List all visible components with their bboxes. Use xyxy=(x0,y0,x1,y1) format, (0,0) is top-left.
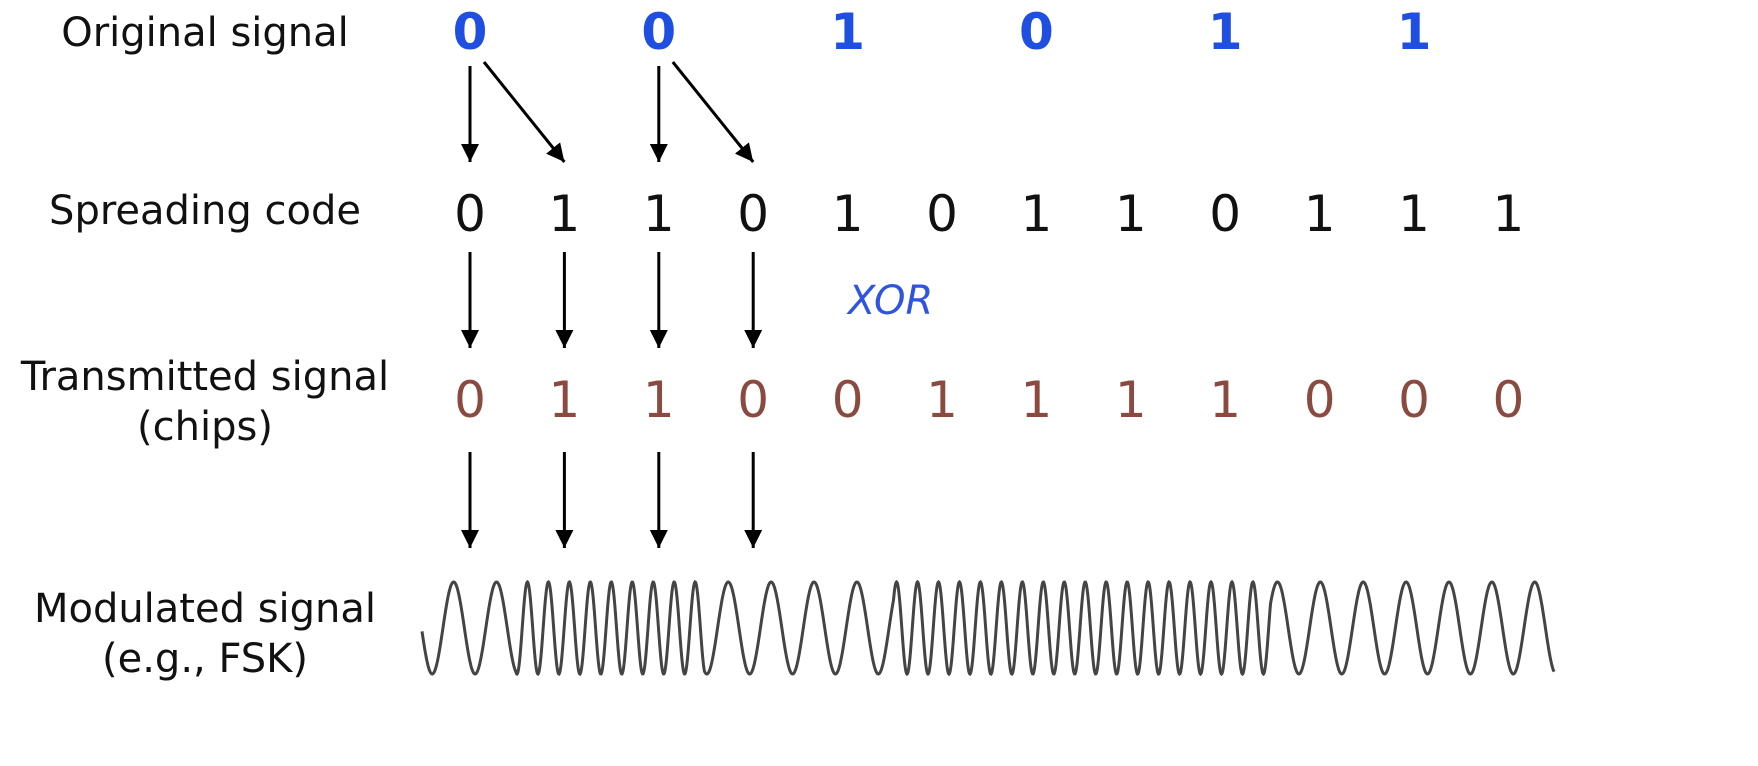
arrow xyxy=(671,61,755,163)
transmitted-signal-sublabel: (chips) xyxy=(137,404,273,450)
transmitted-chip: 0 xyxy=(1398,371,1430,429)
xor-operation-label: XOR xyxy=(848,278,934,324)
transmitted-chip: 1 xyxy=(1209,371,1242,429)
spreading-chip: 0 xyxy=(737,185,770,243)
spreading-chip: 1 xyxy=(548,185,581,243)
modulated-waveform xyxy=(420,579,1556,677)
transmitted-signal-label: Transmitted signal xyxy=(20,354,390,400)
transmitted-chip: 0 xyxy=(1492,371,1525,429)
transmitted-chip: 1 xyxy=(1020,371,1053,429)
transmitted-chip: 0 xyxy=(1303,371,1336,429)
transmitted-chip: 1 xyxy=(926,371,958,429)
original-bit: 0 xyxy=(1018,3,1054,61)
original-bit: 0 xyxy=(452,3,488,61)
spreading-chip: 1 xyxy=(642,185,675,243)
transmitted-chip: 1 xyxy=(548,371,581,429)
original-bit: 1 xyxy=(1207,3,1243,61)
spreading-chip: 1 xyxy=(1114,185,1147,243)
arrow-group xyxy=(461,61,763,548)
spreading-chip: 1 xyxy=(1492,185,1525,243)
arrow xyxy=(482,61,566,163)
spreading-chip: 0 xyxy=(454,185,486,243)
modulated-signal-sublabel: (e.g., FSK) xyxy=(102,636,308,682)
transmitted-chip: 0 xyxy=(454,371,486,429)
spreading-chip: 1 xyxy=(1398,185,1430,243)
spreading-chip: 0 xyxy=(1209,185,1242,243)
transmitted-chip: 0 xyxy=(831,371,864,429)
original-bit: 1 xyxy=(1396,3,1432,61)
spreading-chip: 1 xyxy=(1303,185,1336,243)
spreading-chip: 1 xyxy=(1020,185,1053,243)
spreading-code-label: Spreading code xyxy=(49,188,361,234)
original-bit: 0 xyxy=(641,3,677,61)
original-signal-label: Original signal xyxy=(61,10,349,56)
spreading-chip: 1 xyxy=(831,185,864,243)
modulated-signal-label: Modulated signal xyxy=(33,586,377,632)
transmitted-chip: 1 xyxy=(642,371,675,429)
original-bit: 1 xyxy=(830,3,865,61)
transmitted-chip: 1 xyxy=(1114,371,1147,429)
spreading-chip: 0 xyxy=(926,185,958,243)
transmitted-chip: 0 xyxy=(737,371,770,429)
